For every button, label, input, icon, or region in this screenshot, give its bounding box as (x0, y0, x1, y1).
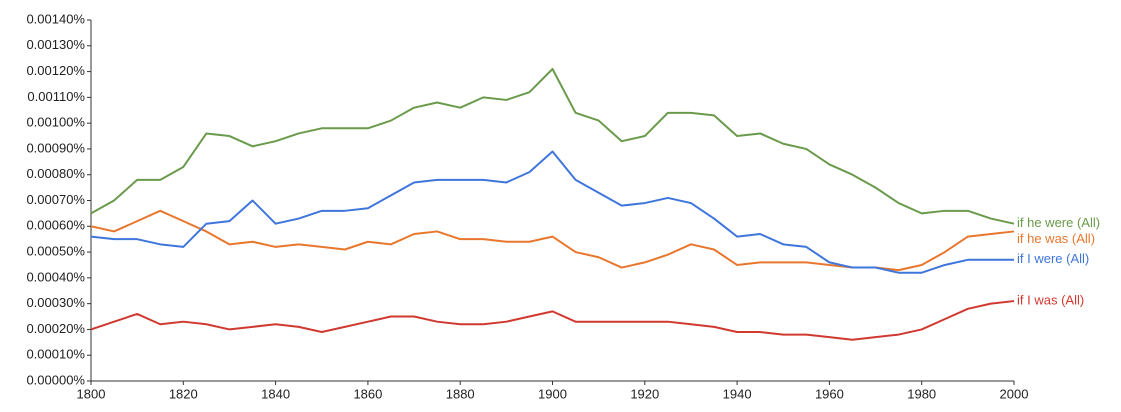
y-tick-label: 0.00080% (26, 166, 85, 181)
y-tick-label: 0.00050% (26, 244, 85, 259)
y-tick-label: 0.00000% (26, 372, 85, 387)
y-tick-label: 0.00060% (26, 218, 85, 233)
series-line (90, 150, 1014, 274)
x-tick-label: 2000 (1000, 386, 1029, 401)
x-tick-label: 1940 (723, 386, 752, 401)
y-tick-label: 0.00040% (26, 269, 85, 284)
series-line (90, 209, 1015, 272)
y-tick-label: 0.00110% (27, 89, 85, 104)
legend-label: if he were (All) (1017, 215, 1100, 230)
x-tick-label: 1920 (630, 386, 659, 401)
y-tick-label: 0.00140% (26, 11, 85, 26)
y-tick-label: 0.00100% (26, 115, 85, 130)
x-tick-label: 1960 (815, 386, 844, 401)
legend-label: if he was (All) (1017, 231, 1095, 246)
y-tick-label: 0.00020% (26, 321, 85, 336)
y-tick-label: 0.00090% (26, 140, 85, 155)
x-tick-label: 1860 (353, 386, 382, 401)
y-tick-label: 0.00120% (26, 63, 85, 78)
series-line (90, 67, 1015, 225)
x-tick-label: 1880 (446, 386, 475, 401)
y-tick-label: 0.00130% (26, 37, 85, 52)
x-tick-label: 1900 (538, 386, 567, 401)
x-tick-label: 1980 (907, 386, 936, 401)
x-tick-label: 1800 (77, 386, 106, 401)
y-tick-label: 0.00010% (26, 347, 85, 362)
series-line (90, 300, 1015, 341)
legend-label: if I were (All) (1017, 251, 1089, 266)
x-tick-label: 1840 (261, 386, 290, 401)
legend-label: if I was (All) (1017, 293, 1084, 308)
y-tick-label: 0.00070% (26, 192, 85, 207)
y-tick-label: 0.00030% (26, 295, 85, 310)
x-tick-label: 1820 (169, 386, 198, 401)
